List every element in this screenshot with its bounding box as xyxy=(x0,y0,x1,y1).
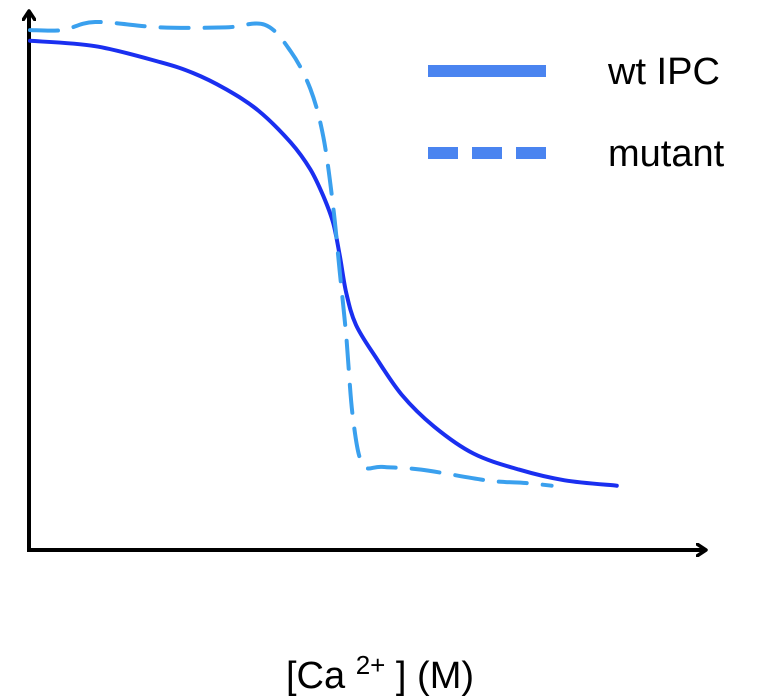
x-axis-label: [Ca 2+ ] (M) xyxy=(286,641,474,697)
legend: wt IPC mutant xyxy=(428,51,725,175)
series-line-wt-ipc xyxy=(28,38,619,488)
x-axis-label-superscript: 2+ xyxy=(356,650,386,680)
series-layer xyxy=(28,19,619,488)
x-axis-label-prefix: [Ca xyxy=(286,655,346,697)
legend-label-wt-ipc: wt IPC xyxy=(607,51,720,93)
x-axis-label-suffix: ] (M) xyxy=(396,655,474,697)
legend-label-mutant: mutant xyxy=(608,133,725,175)
series-line-mutant xyxy=(28,19,554,488)
